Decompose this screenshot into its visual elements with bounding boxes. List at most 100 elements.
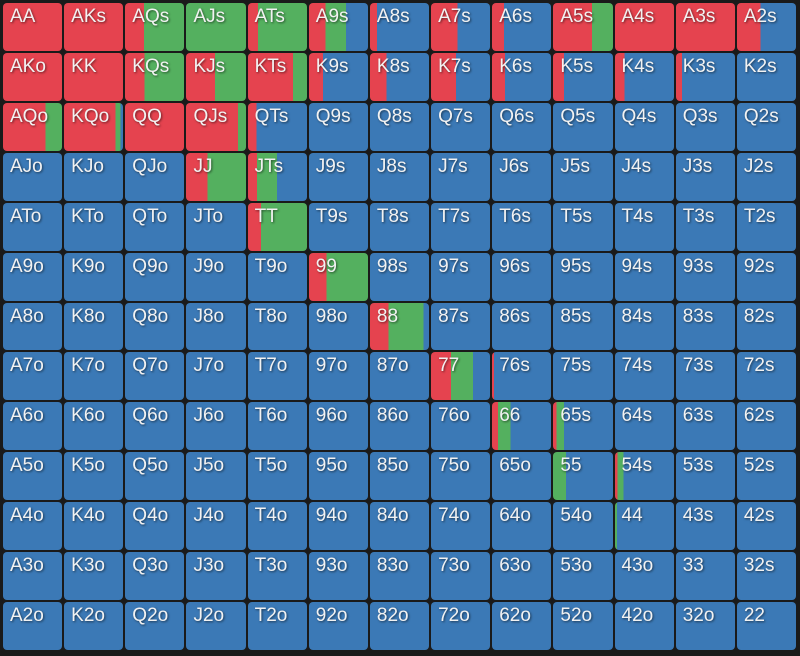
hand-cell-A2s[interactable]: A2s <box>736 3 796 51</box>
hand-cell-T6s[interactable]: T6s <box>492 202 552 251</box>
hand-cell-87s[interactable]: 87s <box>431 302 491 351</box>
hand-cell-32s[interactable]: 32s <box>736 552 796 601</box>
hand-cell-95s[interactable]: 95s <box>553 252 613 301</box>
hand-cell-TT[interactable]: TT <box>247 202 307 251</box>
hand-cell-KTo[interactable]: KTo <box>64 202 124 251</box>
hand-cell-QTs[interactable]: QTs <box>247 102 307 151</box>
hand-cell-KQo[interactable]: KQo <box>64 102 124 151</box>
hand-cell-86o[interactable]: 86o <box>369 402 430 451</box>
hand-cell-76o[interactable]: 76o <box>431 402 491 451</box>
hand-cell-97o[interactable]: 97o <box>308 352 368 401</box>
hand-cell-K4s[interactable]: K4s <box>614 52 674 101</box>
hand-cell-Q9o[interactable]: Q9o <box>125 252 185 301</box>
hand-cell-T9s[interactable]: T9s <box>308 202 368 251</box>
hand-cell-A8o[interactable]: A8o <box>3 302 63 351</box>
hand-cell-65o[interactable]: 65o <box>492 452 552 501</box>
hand-cell-82o[interactable]: 82o <box>369 602 430 650</box>
hand-cell-K9s[interactable]: K9s <box>308 52 368 101</box>
hand-cell-ATo[interactable]: ATo <box>3 202 63 251</box>
hand-cell-75s[interactable]: 75s <box>553 352 613 401</box>
hand-cell-94s[interactable]: 94s <box>614 252 674 301</box>
hand-cell-A6o[interactable]: A6o <box>3 402 63 451</box>
hand-cell-97s[interactable]: 97s <box>431 252 491 301</box>
hand-cell-J3s[interactable]: J3s <box>675 152 735 201</box>
hand-cell-J6s[interactable]: J6s <box>492 152 552 201</box>
hand-cell-Q5o[interactable]: Q5o <box>125 452 185 501</box>
hand-cell-96s[interactable]: 96s <box>492 252 552 301</box>
hand-cell-J5s[interactable]: J5s <box>553 152 613 201</box>
hand-cell-95o[interactable]: 95o <box>308 452 368 501</box>
hand-cell-Q7o[interactable]: Q7o <box>125 352 185 401</box>
hand-cell-K3s[interactable]: K3s <box>675 52 735 101</box>
hand-cell-K9o[interactable]: K9o <box>64 252 124 301</box>
hand-cell-K5o[interactable]: K5o <box>64 452 124 501</box>
hand-cell-A9s[interactable]: A9s <box>308 3 368 51</box>
hand-cell-T2o[interactable]: T2o <box>247 602 307 650</box>
hand-cell-K7o[interactable]: K7o <box>64 352 124 401</box>
hand-cell-JJ[interactable]: JJ <box>186 152 246 201</box>
hand-cell-65s[interactable]: 65s <box>553 402 613 451</box>
hand-cell-Q2s[interactable]: Q2s <box>736 102 796 151</box>
hand-cell-T7s[interactable]: T7s <box>431 202 491 251</box>
hand-cell-QJo[interactable]: QJo <box>125 152 185 201</box>
hand-cell-88[interactable]: 88 <box>369 302 430 351</box>
hand-cell-A8s[interactable]: A8s <box>369 3 430 51</box>
hand-cell-K7s[interactable]: K7s <box>431 52 491 101</box>
hand-cell-Q3o[interactable]: Q3o <box>125 552 185 601</box>
hand-cell-JTo[interactable]: JTo <box>186 202 246 251</box>
hand-cell-KTs[interactable]: KTs <box>247 52 307 101</box>
hand-cell-Q7s[interactable]: Q7s <box>431 102 491 151</box>
hand-cell-T9o[interactable]: T9o <box>247 252 307 301</box>
hand-cell-ATs[interactable]: ATs <box>247 3 307 51</box>
hand-cell-54o[interactable]: 54o <box>553 502 613 551</box>
hand-cell-J5o[interactable]: J5o <box>186 452 246 501</box>
hand-cell-J7s[interactable]: J7s <box>431 152 491 201</box>
hand-cell-85s[interactable]: 85s <box>553 302 613 351</box>
hand-cell-A2o[interactable]: A2o <box>3 602 63 650</box>
hand-cell-52s[interactable]: 52s <box>736 452 796 501</box>
hand-cell-K2o[interactable]: K2o <box>64 602 124 650</box>
hand-cell-KJs[interactable]: KJs <box>186 52 246 101</box>
hand-cell-84s[interactable]: 84s <box>614 302 674 351</box>
hand-cell-43o[interactable]: 43o <box>614 552 674 601</box>
hand-cell-Q4o[interactable]: Q4o <box>125 502 185 551</box>
hand-cell-AKs[interactable]: AKs <box>64 3 124 51</box>
hand-cell-J8o[interactable]: J8o <box>186 302 246 351</box>
hand-cell-86s[interactable]: 86s <box>492 302 552 351</box>
hand-cell-AA[interactable]: AA <box>3 3 63 51</box>
hand-cell-A7o[interactable]: A7o <box>3 352 63 401</box>
hand-cell-52o[interactable]: 52o <box>553 602 613 650</box>
hand-cell-A4o[interactable]: A4o <box>3 502 63 551</box>
hand-cell-93o[interactable]: 93o <box>308 552 368 601</box>
hand-cell-JTs[interactable]: JTs <box>247 152 307 201</box>
hand-cell-73o[interactable]: 73o <box>431 552 491 601</box>
hand-cell-54s[interactable]: 54s <box>614 452 674 501</box>
hand-cell-92o[interactable]: 92o <box>308 602 368 650</box>
hand-cell-K6o[interactable]: K6o <box>64 402 124 451</box>
hand-cell-96o[interactable]: 96o <box>308 402 368 451</box>
hand-cell-T8s[interactable]: T8s <box>369 202 430 251</box>
hand-cell-98s[interactable]: 98s <box>369 252 430 301</box>
hand-cell-K8o[interactable]: K8o <box>64 302 124 351</box>
hand-cell-A5s[interactable]: A5s <box>553 3 613 51</box>
hand-cell-J7o[interactable]: J7o <box>186 352 246 401</box>
hand-cell-63o[interactable]: 63o <box>492 552 552 601</box>
hand-cell-T3s[interactable]: T3s <box>675 202 735 251</box>
hand-cell-Q9s[interactable]: Q9s <box>308 102 368 151</box>
hand-cell-T3o[interactable]: T3o <box>247 552 307 601</box>
hand-cell-74s[interactable]: 74s <box>614 352 674 401</box>
hand-cell-43s[interactable]: 43s <box>675 502 735 551</box>
hand-cell-A3s[interactable]: A3s <box>675 3 735 51</box>
hand-cell-T4s[interactable]: T4s <box>614 202 674 251</box>
hand-cell-87o[interactable]: 87o <box>369 352 430 401</box>
hand-cell-63s[interactable]: 63s <box>675 402 735 451</box>
hand-cell-J4o[interactable]: J4o <box>186 502 246 551</box>
hand-cell-75o[interactable]: 75o <box>431 452 491 501</box>
hand-cell-42s[interactable]: 42s <box>736 502 796 551</box>
hand-cell-AKo[interactable]: AKo <box>3 52 63 101</box>
hand-cell-KJo[interactable]: KJo <box>64 152 124 201</box>
hand-cell-J8s[interactable]: J8s <box>369 152 430 201</box>
hand-cell-76s[interactable]: 76s <box>492 352 552 401</box>
hand-cell-32o[interactable]: 32o <box>675 602 735 650</box>
hand-cell-A5o[interactable]: A5o <box>3 452 63 501</box>
